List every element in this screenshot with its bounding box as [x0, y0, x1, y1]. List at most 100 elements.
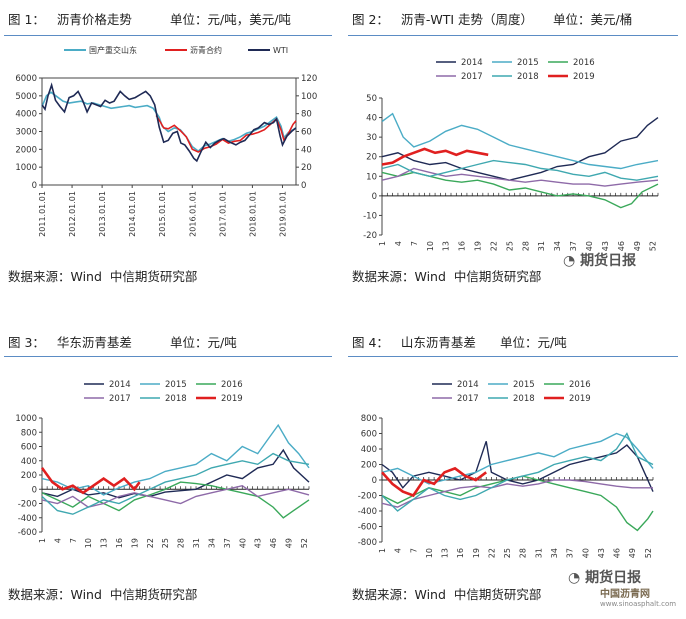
- x-tick-label: 10: [84, 538, 93, 548]
- x-tick-label: 13: [442, 241, 451, 251]
- series-line-2014: [41, 448, 310, 499]
- y-tick-label: -200: [358, 492, 377, 502]
- watermark-site: 中国沥青网: [600, 589, 650, 600]
- y-tick-label: 0: [372, 476, 377, 486]
- watermark-wechat-bottom-text: 期货日报: [585, 570, 642, 586]
- y-tick-label: 40: [366, 114, 377, 124]
- panel-2-divider: [348, 35, 678, 36]
- y-tick-label: 200: [361, 461, 377, 471]
- x-tick-label: 16: [458, 241, 467, 251]
- x-tick-label: 1: [378, 548, 387, 553]
- y-tick-label: 800: [21, 428, 37, 438]
- y-tick-label: -600: [18, 528, 37, 538]
- chart-shandong-basis: 2014 2015 2016 2017 2018 2019 -800 -600 -400 -200…: [358, 380, 654, 558]
- series-line-2015: [381, 432, 654, 485]
- panel-2-figure-number: 图 2：: [352, 12, 389, 27]
- panel-2-title-text: 沥青-WTI 走势（周度）: [400, 12, 534, 27]
- legend-label-2016: 2016: [573, 58, 595, 68]
- x-tick-label: 16: [456, 548, 465, 558]
- panel-4-figure-number: 图 4：: [352, 335, 389, 350]
- y-left-tick-label: 2000: [15, 145, 37, 155]
- series-line-3: [41, 82, 297, 163]
- x-tick-label: 28: [519, 548, 528, 558]
- y-right-tick-label: 120: [301, 74, 317, 84]
- series-line-2017: [381, 167, 659, 187]
- legend-label-2015: 2015: [517, 58, 539, 68]
- y-left-tick-label: 0: [32, 181, 37, 191]
- y-tick-label: 200: [21, 471, 37, 481]
- panel-3-title-text: 华东沥青基差: [56, 335, 132, 350]
- legend-label-2017: 2017: [109, 394, 131, 404]
- x-tick-label: 16: [115, 538, 124, 548]
- y-tick-label: 600: [21, 443, 37, 453]
- x-tick-label: 49: [628, 548, 637, 558]
- y-tick-label: 400: [361, 445, 377, 455]
- chart-price-trend: 国产重交山东 沥青合约 WTI010002000300040005000600002…: [15, 45, 317, 237]
- series-line-2014: [381, 117, 659, 181]
- series-line-2015: [381, 112, 659, 170]
- x-tick-label: 46: [613, 548, 622, 558]
- x-tick-label: 19: [474, 241, 483, 251]
- x-tick-label: 34: [553, 241, 562, 251]
- y-right-tick-label: 0: [301, 181, 306, 191]
- x-tick-label: 25: [161, 538, 170, 548]
- panel-4-unit: 单位：元/吨: [500, 335, 567, 350]
- x-tick-label: 1: [38, 538, 47, 543]
- x-tick-label: 52: [649, 241, 658, 251]
- y-tick-label: 800: [361, 414, 377, 424]
- x-tick-label: 22: [146, 538, 155, 548]
- x-tick-label: 37: [566, 548, 575, 558]
- x-tick-label: 2017.01.01: [218, 191, 227, 237]
- panel-4-divider: [348, 356, 678, 357]
- x-tick-label: 43: [254, 538, 263, 548]
- x-tick-label: 49: [284, 538, 293, 548]
- x-tick-label: 25: [505, 241, 514, 251]
- y-tick-label: -800: [358, 538, 377, 548]
- x-tick-label: 19: [472, 548, 481, 558]
- x-tick-label: 46: [269, 538, 278, 548]
- x-tick-label: 4: [53, 538, 62, 543]
- x-tick-label: 40: [585, 241, 594, 251]
- y-left-tick-label: 5000: [15, 92, 37, 102]
- x-tick-label: 22: [489, 241, 498, 251]
- panel-3-figure-number: 图 3：: [8, 335, 45, 350]
- panel-2-source: 数据来源：Wind 中信期货研究部: [352, 269, 542, 284]
- panel-2-unit: 单位：美元/桶: [553, 12, 633, 27]
- y-right-tick-label: 20: [301, 163, 312, 173]
- x-tick-label: 2012.01.01: [68, 191, 77, 237]
- panel-2-title: 图 2： 沥青-WTI 走势（周度）: [352, 9, 533, 28]
- series-line-2018: [41, 452, 310, 515]
- legend-label-2017: 2017: [461, 72, 483, 82]
- legend-label-2019: 2019: [569, 394, 591, 404]
- legend-label-2018: 2018: [165, 394, 187, 404]
- y-tick-label: 50: [366, 94, 377, 104]
- legend-label-2019: 2019: [573, 72, 595, 82]
- legend-label-2016: 2016: [569, 380, 591, 390]
- legend-label-2015: 2015: [513, 380, 535, 390]
- x-tick-label: 2019.01.01: [278, 191, 287, 237]
- x-tick-label: 34: [550, 548, 559, 558]
- panel-3-unit: 单位：元/吨: [170, 335, 237, 350]
- x-tick-label: 4: [394, 548, 403, 553]
- panel-1-figure-number: 图 1：: [8, 12, 45, 27]
- y-left-tick-label: 1000: [15, 163, 37, 173]
- panel-1-title: 图 1： 沥青价格走势: [8, 9, 132, 28]
- series-line-2018: [381, 159, 659, 181]
- legend-label-2015: 2015: [165, 380, 187, 390]
- y-tick-label: -400: [18, 514, 37, 524]
- y-tick-label: 400: [21, 457, 37, 467]
- y-right-tick-label: 40: [301, 145, 312, 155]
- y-right-tick-label: 60: [301, 128, 312, 138]
- panel-3-title: 图 3： 华东沥青基差: [8, 332, 132, 351]
- x-tick-label: 2011.01.01: [38, 191, 47, 237]
- y-left-tick-label: 4000: [15, 110, 37, 120]
- x-tick-label: 2018.01.01: [248, 191, 257, 237]
- y-tick-label: -400: [358, 507, 377, 517]
- series-line-2018: [381, 432, 654, 512]
- watermark-url: www.sinoasphalt.com: [600, 600, 677, 608]
- y-tick-label: 1000: [15, 414, 37, 424]
- y-tick-label: 0: [32, 485, 37, 495]
- wechat-icon: ◔: [568, 570, 581, 586]
- x-tick-label: 40: [581, 548, 590, 558]
- x-tick-label: 31: [537, 241, 546, 251]
